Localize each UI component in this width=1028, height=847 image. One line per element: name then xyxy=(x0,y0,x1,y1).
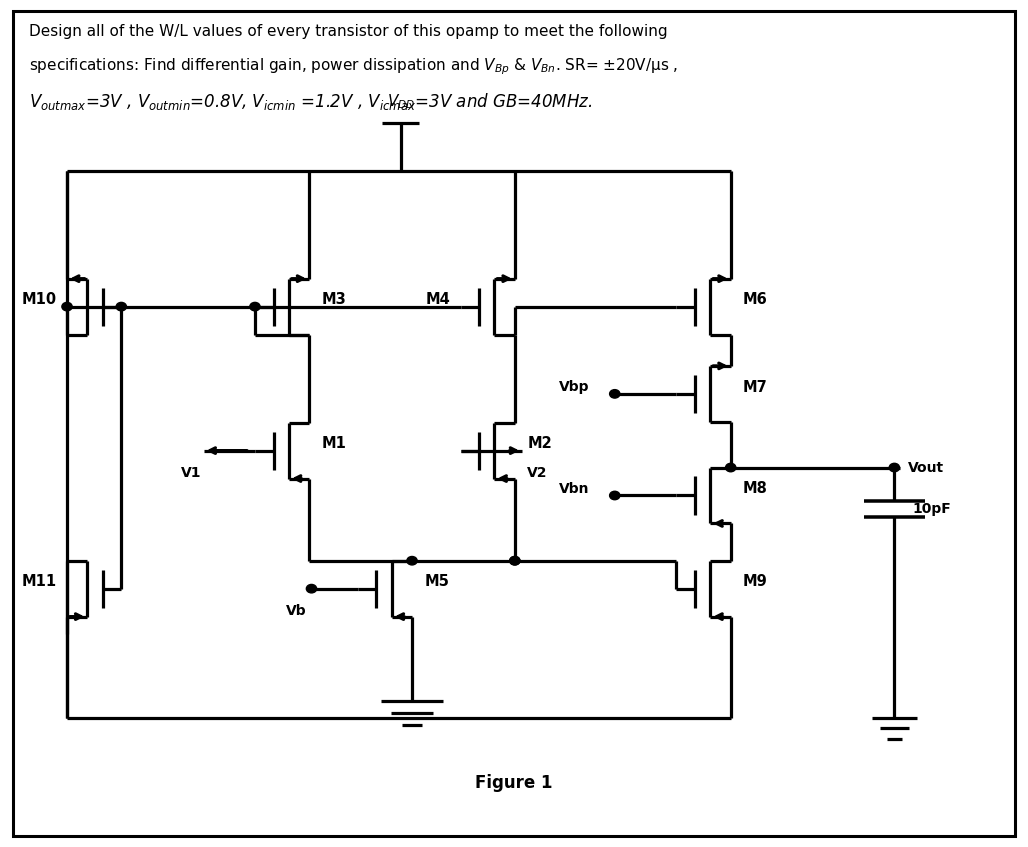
Text: M4: M4 xyxy=(426,292,450,307)
Text: V2: V2 xyxy=(527,466,548,480)
Text: M6: M6 xyxy=(743,292,768,307)
Text: 10pF: 10pF xyxy=(913,502,952,516)
Circle shape xyxy=(407,556,417,565)
Text: $V_{DD}$: $V_{DD}$ xyxy=(387,92,415,111)
Text: M5: M5 xyxy=(425,574,449,590)
Circle shape xyxy=(306,584,317,593)
FancyBboxPatch shape xyxy=(13,11,1015,836)
Text: M10: M10 xyxy=(22,292,57,307)
Text: M3: M3 xyxy=(322,292,346,307)
Text: M1: M1 xyxy=(322,436,346,451)
Text: Vbp: Vbp xyxy=(558,380,589,394)
Text: M8: M8 xyxy=(743,481,768,496)
Text: Vb: Vb xyxy=(286,604,306,618)
Text: M7: M7 xyxy=(743,379,768,395)
Text: Figure 1: Figure 1 xyxy=(475,774,553,793)
Text: M2: M2 xyxy=(527,436,552,451)
Circle shape xyxy=(62,302,72,311)
Circle shape xyxy=(510,556,520,565)
Text: Vbn: Vbn xyxy=(558,482,589,495)
Circle shape xyxy=(610,491,620,500)
Circle shape xyxy=(510,556,520,565)
Text: Vout: Vout xyxy=(908,461,944,474)
Text: V1: V1 xyxy=(181,466,201,480)
Circle shape xyxy=(726,463,736,472)
Circle shape xyxy=(610,390,620,398)
Text: specifications: Find differential gain, power dissipation and $V_{Bp}$ & $V_{Bn}: specifications: Find differential gain, … xyxy=(29,56,678,76)
Circle shape xyxy=(889,463,900,472)
Text: Design all of the W/L values of every transistor of this opamp to meet the follo: Design all of the W/L values of every tr… xyxy=(29,24,667,39)
Text: M11: M11 xyxy=(22,574,57,590)
Text: M9: M9 xyxy=(743,574,768,590)
Circle shape xyxy=(116,302,126,311)
Circle shape xyxy=(250,302,260,311)
Text: $V_{outmax}$=3V , $V_{outmin}$=0.8V, $V_{icmin}$ =1.2V , $V_{icmax}$=3V and GB=4: $V_{outmax}$=3V , $V_{outmin}$=0.8V, $V_… xyxy=(29,91,592,112)
